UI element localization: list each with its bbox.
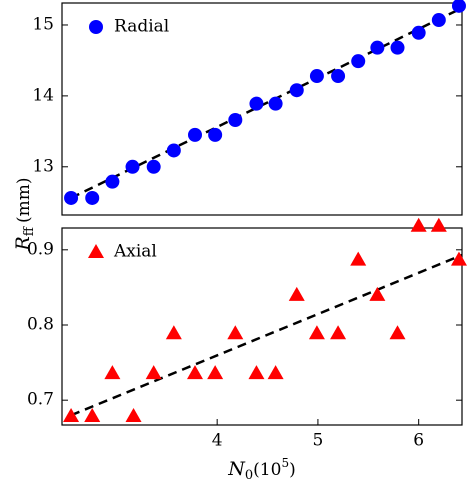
point <box>208 127 223 142</box>
plot-frame <box>61 227 463 426</box>
point <box>331 69 346 84</box>
point <box>431 13 446 28</box>
point <box>104 365 121 380</box>
legend-marker <box>89 20 103 34</box>
point <box>430 217 447 232</box>
point <box>369 286 386 301</box>
point <box>350 251 367 266</box>
y-tick-label: 14 <box>32 85 54 105</box>
legend-marker <box>88 244 104 258</box>
point <box>370 40 385 55</box>
point <box>411 25 426 40</box>
point <box>268 96 283 111</box>
point <box>351 54 366 69</box>
point <box>166 143 181 158</box>
y-axis-label: Rff(mm) <box>12 177 37 251</box>
point <box>187 127 202 142</box>
x-axis-label: N0(105) <box>227 456 295 483</box>
plot-frame <box>61 2 463 216</box>
point <box>84 407 101 422</box>
point <box>450 251 467 266</box>
point <box>85 190 100 205</box>
point <box>63 407 80 422</box>
point <box>186 365 203 380</box>
point <box>105 174 120 189</box>
point <box>228 112 243 127</box>
point <box>288 286 305 301</box>
point <box>146 159 161 174</box>
fit-line <box>70 6 463 200</box>
point <box>248 365 265 380</box>
point <box>267 365 284 380</box>
y-tick-label: 0.7 <box>27 390 54 410</box>
point <box>308 325 325 340</box>
y-tick-label: 13 <box>32 156 54 176</box>
point <box>451 0 466 13</box>
point <box>289 83 304 98</box>
x-tick-label: 6 <box>413 431 424 451</box>
point <box>389 325 406 340</box>
point <box>64 190 79 205</box>
y-tick-label: 0.9 <box>27 239 54 259</box>
fit-line <box>70 253 463 417</box>
point <box>309 69 324 84</box>
x-tick-label: 5 <box>313 431 324 451</box>
y-tick-label: 0.8 <box>27 314 54 334</box>
point <box>330 325 347 340</box>
legend-label: Axial <box>113 242 157 262</box>
legend-label: Radial <box>114 17 169 37</box>
point <box>145 365 162 380</box>
point <box>249 96 264 111</box>
y-tick-label: 15 <box>32 14 54 34</box>
point <box>227 325 244 340</box>
x-tick-label: 4 <box>212 431 223 451</box>
point <box>125 407 142 422</box>
point <box>165 325 182 340</box>
point <box>390 40 405 55</box>
point <box>125 159 140 174</box>
point <box>410 217 427 232</box>
point <box>207 365 224 380</box>
